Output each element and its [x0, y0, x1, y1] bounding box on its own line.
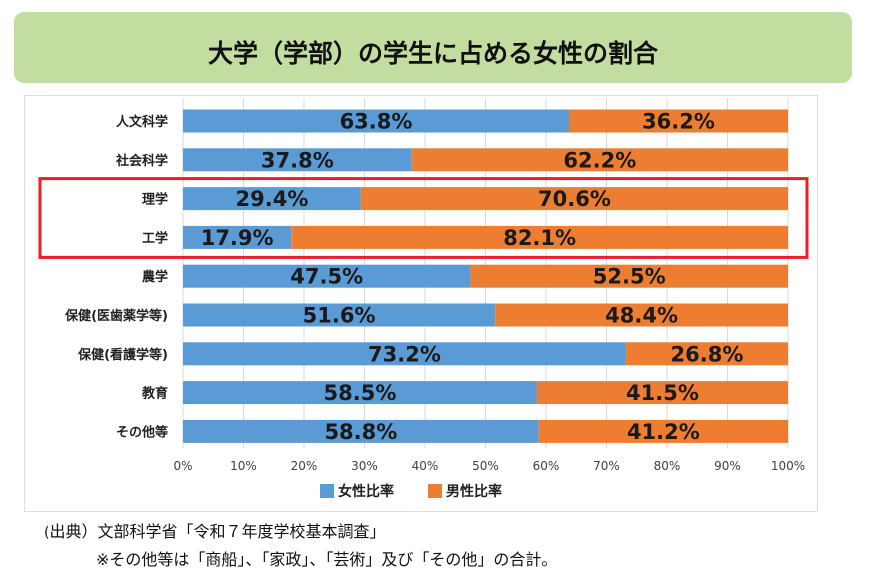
data-label: 47.5%: [290, 265, 363, 289]
stacked-bar-chart: 63.8% 36.2% 人文科学 37.8% 62.2% 社会科学 29.4% 70.6% 理学…: [38, 98, 809, 500]
category-label: 教育: [141, 386, 168, 402]
x-tick-label: 40%: [412, 459, 439, 473]
data-label: 26.8%: [671, 342, 744, 366]
data-label: 37.8%: [261, 148, 334, 172]
category-label: 社会科学: [115, 153, 168, 169]
bar-male: [536, 381, 788, 405]
x-tick-label: 50%: [472, 459, 499, 473]
data-label: 58.8%: [324, 420, 397, 444]
source-text: 文部科学省「令和７年度学校基本調査」: [97, 522, 386, 541]
data-label: 36.2%: [642, 110, 715, 134]
data-label: 82.1%: [503, 226, 576, 250]
data-label: 17.9%: [201, 226, 274, 250]
data-label: 63.8%: [340, 110, 413, 134]
bar-female: [183, 303, 496, 327]
bar-male: [625, 342, 788, 366]
x-tick-label: 70%: [593, 459, 620, 473]
data-label: 52.5%: [593, 265, 666, 289]
bar-male: [411, 148, 788, 172]
bar-female: [183, 419, 539, 443]
legend-swatch: [428, 484, 442, 498]
data-label: 41.2%: [627, 420, 700, 444]
chart-title: 大学（学部）の学生に占める女性の割合: [207, 39, 658, 68]
footnote: ※その他等は「商船」、「家政」、「芸術」及び「その他」の合計。: [96, 550, 558, 569]
x-tick-label: 90%: [714, 459, 741, 473]
data-label: 70.6%: [538, 187, 611, 211]
x-tick-label: 100%: [771, 459, 805, 473]
x-tick-label: 20%: [291, 459, 318, 473]
legend-label: 男性比率: [446, 483, 502, 500]
bar-male: [568, 109, 788, 133]
bar-female: [183, 381, 537, 405]
data-label: 62.2%: [563, 148, 636, 172]
x-tick-label: 60%: [533, 459, 560, 473]
title-banner: 大学（学部）の学生に占める女性の割合: [14, 12, 852, 83]
bar-male: [291, 225, 788, 249]
source-citation: (出典）文部科学省「令和７年度学校基本調査」: [44, 518, 386, 542]
x-tick-label: 10%: [230, 459, 257, 473]
highlight-box: [38, 177, 809, 259]
data-label: 48.4%: [605, 304, 678, 328]
data-label: 51.6%: [303, 304, 376, 328]
category-label: その他等: [116, 424, 168, 440]
bar-male: [360, 187, 788, 211]
category-label: 保健(医歯薬学等): [64, 308, 168, 324]
data-label: 41.5%: [626, 381, 699, 405]
bar-male: [495, 303, 788, 327]
bar-female: [183, 148, 412, 172]
bar-female: [183, 225, 292, 249]
data-label: 73.2%: [368, 342, 441, 366]
bar-male: [538, 419, 788, 443]
category-label: 工学: [142, 230, 168, 246]
data-label: 58.5%: [324, 381, 397, 405]
bar-male: [470, 264, 788, 288]
bar-female: [183, 342, 626, 366]
category-label: 保健(看護学等): [77, 347, 168, 363]
legend-swatch: [320, 484, 334, 498]
data-label: 29.4%: [236, 187, 309, 211]
category-label: 理学: [142, 192, 168, 208]
source-label: 出典）: [49, 522, 98, 541]
x-tick-label: 30%: [351, 459, 378, 473]
category-label: 人文科学: [116, 114, 168, 130]
plot-frame: [24, 95, 818, 512]
bar-female: [183, 109, 569, 133]
bar-female: [183, 264, 471, 288]
x-tick-label: 0%: [173, 459, 192, 473]
source-open-paren: (: [44, 525, 50, 541]
x-tick-label: 80%: [654, 459, 681, 473]
category-label: 農学: [142, 269, 168, 285]
bar-female: [183, 187, 361, 211]
legend-label: 女性比率: [338, 483, 394, 500]
